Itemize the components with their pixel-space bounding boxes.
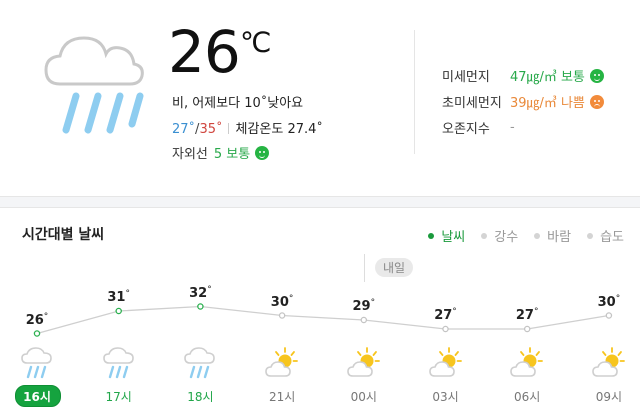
dot-icon	[428, 232, 435, 239]
current-temperature: 26	[168, 18, 241, 86]
temperature-unit: ℃	[240, 26, 272, 59]
hourly-time-label: 09시	[595, 390, 623, 404]
temperature-point	[33, 330, 41, 337]
hourly-weather-title: 시간대별 날씨	[22, 227, 105, 243]
hourly-temperature-label: 29°	[352, 298, 376, 314]
next-day-badge: 내일	[375, 258, 414, 277]
partly-cloudy-sun-icon	[346, 346, 381, 380]
temperature-point	[605, 312, 613, 319]
temperature-line	[36, 305, 610, 335]
dot-icon	[534, 232, 541, 239]
temperature-point	[442, 325, 449, 333]
section-separator	[0, 196, 640, 208]
current-hour-badge	[15, 385, 61, 407]
temperature-point	[115, 307, 122, 315]
air-quality-value: 39㎍/㎥	[510, 96, 557, 111]
temperature-point	[278, 312, 286, 319]
min-max-temperature: 27˚/35˚ 체감온도 27.4˚	[172, 118, 323, 137]
hourly-time-label: 00시	[350, 390, 377, 404]
air-quality-status: 나쁨	[560, 96, 585, 111]
tab-wind[interactable]: 바람	[534, 226, 571, 245]
max-temperature: 35˚	[199, 122, 223, 137]
hourly-temperature-label: 31°	[107, 289, 130, 305]
temperature-point	[197, 303, 204, 310]
rain-cloud-icon	[44, 36, 144, 134]
feels-like-value: 27.4˚	[287, 122, 323, 137]
hourly-time-label: 18시	[187, 390, 214, 404]
weather-description: 비, 어제보다 10˚낮아요	[172, 96, 304, 111]
tab-label: 바람	[547, 230, 572, 245]
hourly-temperature-label: 27°	[434, 307, 457, 323]
smile-face-icon	[255, 145, 270, 160]
air-quality-label: 오존지수	[442, 122, 490, 137]
air-quality-value: 47㎍/㎥	[510, 70, 557, 85]
frown-face-icon	[589, 94, 604, 109]
uv-index: 자외선 5 보통	[172, 143, 270, 162]
dot-icon	[587, 232, 594, 239]
partly-cloudy-sun-icon	[428, 346, 463, 380]
rain-cloud-icon	[102, 346, 136, 380]
min-max-separator: /	[195, 122, 200, 137]
hourly-time-label: 17시	[105, 390, 132, 404]
partly-cloudy-sun-icon	[592, 346, 626, 380]
tab-weather[interactable]: 날씨	[428, 226, 465, 245]
hourly-time-label: 21시	[268, 390, 296, 404]
hourly-temperature-label: 32°	[189, 284, 212, 301]
air-quality-label: 미세먼지	[442, 70, 490, 85]
hourly-temperature-label: 26°	[25, 311, 49, 328]
air-quality-label: 초미세먼지	[442, 96, 502, 111]
tab-label: 습도	[600, 230, 624, 245]
rain-cloud-icon	[20, 346, 54, 380]
air-quality-row-pm25[interactable]: 초미세먼지 39㎍/㎥ 나쁨	[442, 92, 604, 111]
partly-cloudy-sun-icon	[265, 346, 299, 380]
temperature-point	[523, 325, 531, 333]
hourly-tabs: 날씨 강수 바람 습도	[412, 226, 624, 245]
feels-like-label: 체감온도	[235, 122, 284, 137]
smile-face-icon	[589, 68, 604, 83]
air-quality-row-ozone[interactable]: 오존지수 -	[442, 118, 515, 137]
current-weather-panel: 26 ℃ 비, 어제보다 10˚낮아요 27˚/35˚ 체감온도 27.4˚ 자외…	[0, 0, 640, 196]
divider	[228, 123, 230, 134]
divider	[414, 30, 415, 154]
hourly-time-label: 16시	[23, 390, 51, 404]
tab-precipitation[interactable]: 강수	[481, 226, 518, 245]
rain-cloud-icon	[183, 346, 217, 380]
dot-icon	[481, 232, 488, 239]
uv-value: 5 보통	[213, 147, 251, 162]
temperature-point	[360, 316, 368, 324]
air-quality-status: 보통	[560, 70, 585, 85]
hourly-time-label: 06시	[514, 390, 541, 404]
partly-cloudy-sun-icon	[510, 346, 544, 380]
tab-humidity[interactable]: 습도	[587, 226, 624, 245]
tab-label: 날씨	[441, 230, 466, 245]
air-quality-row-pm10[interactable]: 미세먼지 47㎍/㎥ 보통	[442, 66, 604, 85]
tab-label: 강수	[494, 230, 519, 245]
air-quality-value: -	[510, 120, 515, 135]
hourly-temperature-chart	[33, 303, 613, 337]
hourly-temperature-label: 30°	[270, 293, 294, 310]
next-day-marker-line	[364, 254, 365, 282]
min-temperature: 27˚	[172, 122, 196, 137]
hourly-temperature-label: 30°	[597, 293, 621, 310]
uv-label: 자외선	[172, 147, 208, 162]
hourly-time-label: 03시	[432, 390, 459, 404]
hourly-temperature-label: 27°	[515, 307, 539, 323]
